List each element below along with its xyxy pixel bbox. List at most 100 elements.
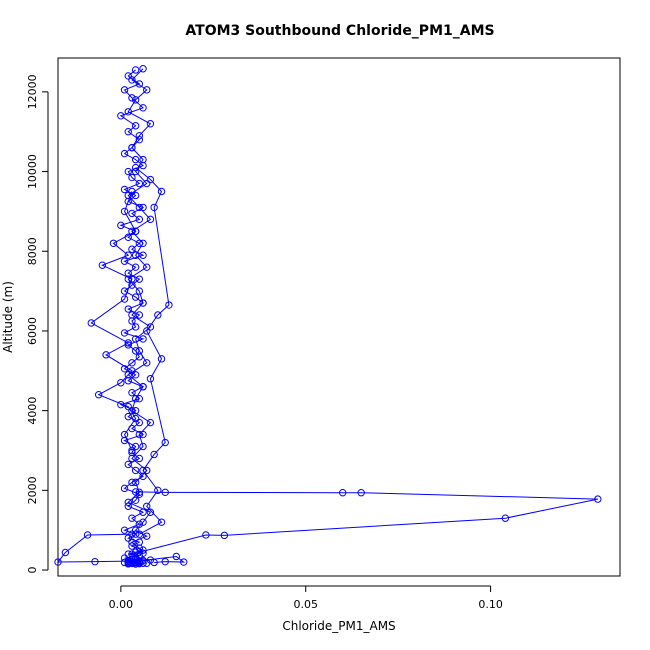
data-point	[135, 287, 144, 295]
data-point	[135, 80, 144, 88]
data-point	[202, 531, 210, 539]
data-point	[150, 203, 158, 212]
data-point	[128, 359, 136, 367]
data-point	[124, 550, 132, 558]
data-point	[594, 495, 602, 503]
data-point	[146, 215, 155, 224]
x-tick-label: 0.10	[478, 598, 503, 611]
data-point	[143, 502, 151, 510]
plot-frame	[57, 57, 621, 577]
data-point	[128, 446, 136, 455]
data-point	[120, 295, 129, 303]
data-point	[120, 86, 129, 94]
data-point	[135, 559, 144, 567]
x-axis-label: Chloride_PM1_AMS	[282, 619, 395, 633]
data-point	[128, 367, 136, 375]
data-point	[124, 167, 132, 176]
data-point	[180, 558, 188, 566]
data-point	[135, 275, 144, 283]
series-line	[131, 491, 598, 555]
data-point	[220, 531, 229, 540]
data-point	[120, 149, 129, 158]
data-point	[128, 542, 136, 550]
data-point	[339, 489, 347, 497]
data-point	[131, 191, 140, 200]
data-point	[131, 251, 140, 259]
data-point	[131, 442, 140, 451]
data-point	[150, 558, 158, 567]
data-point	[124, 558, 132, 566]
data-point	[135, 418, 144, 427]
data-point	[131, 293, 140, 301]
data-point	[124, 72, 132, 80]
data-point	[124, 339, 132, 347]
data-point	[128, 311, 136, 319]
data-point	[146, 175, 155, 184]
data-point	[124, 402, 132, 411]
data-point	[165, 301, 173, 309]
data-point	[128, 454, 136, 463]
data-point	[102, 351, 110, 359]
data-point	[124, 108, 132, 116]
data-point	[131, 466, 140, 475]
data-point	[161, 557, 169, 566]
data-point	[139, 383, 147, 391]
data-point	[128, 530, 136, 538]
data-point	[146, 323, 155, 331]
data-point	[83, 531, 92, 539]
data-point	[120, 484, 129, 493]
y-tick-label: 12000	[26, 74, 39, 109]
data-point	[135, 454, 144, 463]
data-point	[139, 155, 147, 164]
data-point	[135, 311, 144, 319]
data-point	[146, 375, 155, 383]
data-point	[61, 548, 70, 557]
data-point	[135, 520, 144, 528]
data-point	[124, 251, 132, 259]
data-point	[139, 251, 147, 259]
data-point	[146, 120, 155, 128]
data-point	[157, 518, 166, 526]
series-line	[56, 533, 186, 563]
data-point	[131, 526, 140, 534]
data-point	[135, 557, 144, 565]
y-tick-label: 0	[26, 567, 39, 574]
data-point	[146, 508, 155, 516]
data-point	[124, 534, 132, 542]
data-point	[120, 207, 129, 216]
data-point	[131, 122, 140, 130]
data-point	[131, 478, 140, 487]
data-point	[131, 394, 140, 403]
data-point	[131, 323, 140, 331]
data-point	[143, 179, 151, 188]
x-axis-ticks: 0.00 0.05 0.10	[109, 585, 503, 611]
data-point	[54, 558, 62, 566]
data-point	[128, 538, 136, 546]
data-point	[128, 143, 136, 152]
data-point	[87, 319, 95, 327]
data-point	[143, 359, 151, 367]
data-point	[501, 514, 510, 522]
data-point	[128, 550, 136, 558]
series-line	[127, 68, 152, 564]
data-point	[139, 335, 147, 343]
data-point	[139, 299, 147, 307]
data-point	[161, 438, 169, 447]
data-point	[146, 418, 155, 427]
data-point	[124, 502, 132, 510]
data-point	[135, 347, 144, 355]
data-point	[120, 257, 129, 265]
data-point	[139, 442, 147, 451]
data-point	[143, 86, 151, 94]
data-point	[128, 209, 136, 218]
data-point	[172, 552, 181, 561]
data-point	[150, 450, 158, 459]
data-point	[131, 167, 140, 176]
data-point	[135, 132, 144, 140]
data-point	[120, 365, 129, 373]
data-point	[154, 486, 162, 495]
data-point	[124, 305, 132, 313]
data-point	[120, 526, 129, 534]
data-point	[131, 530, 140, 538]
